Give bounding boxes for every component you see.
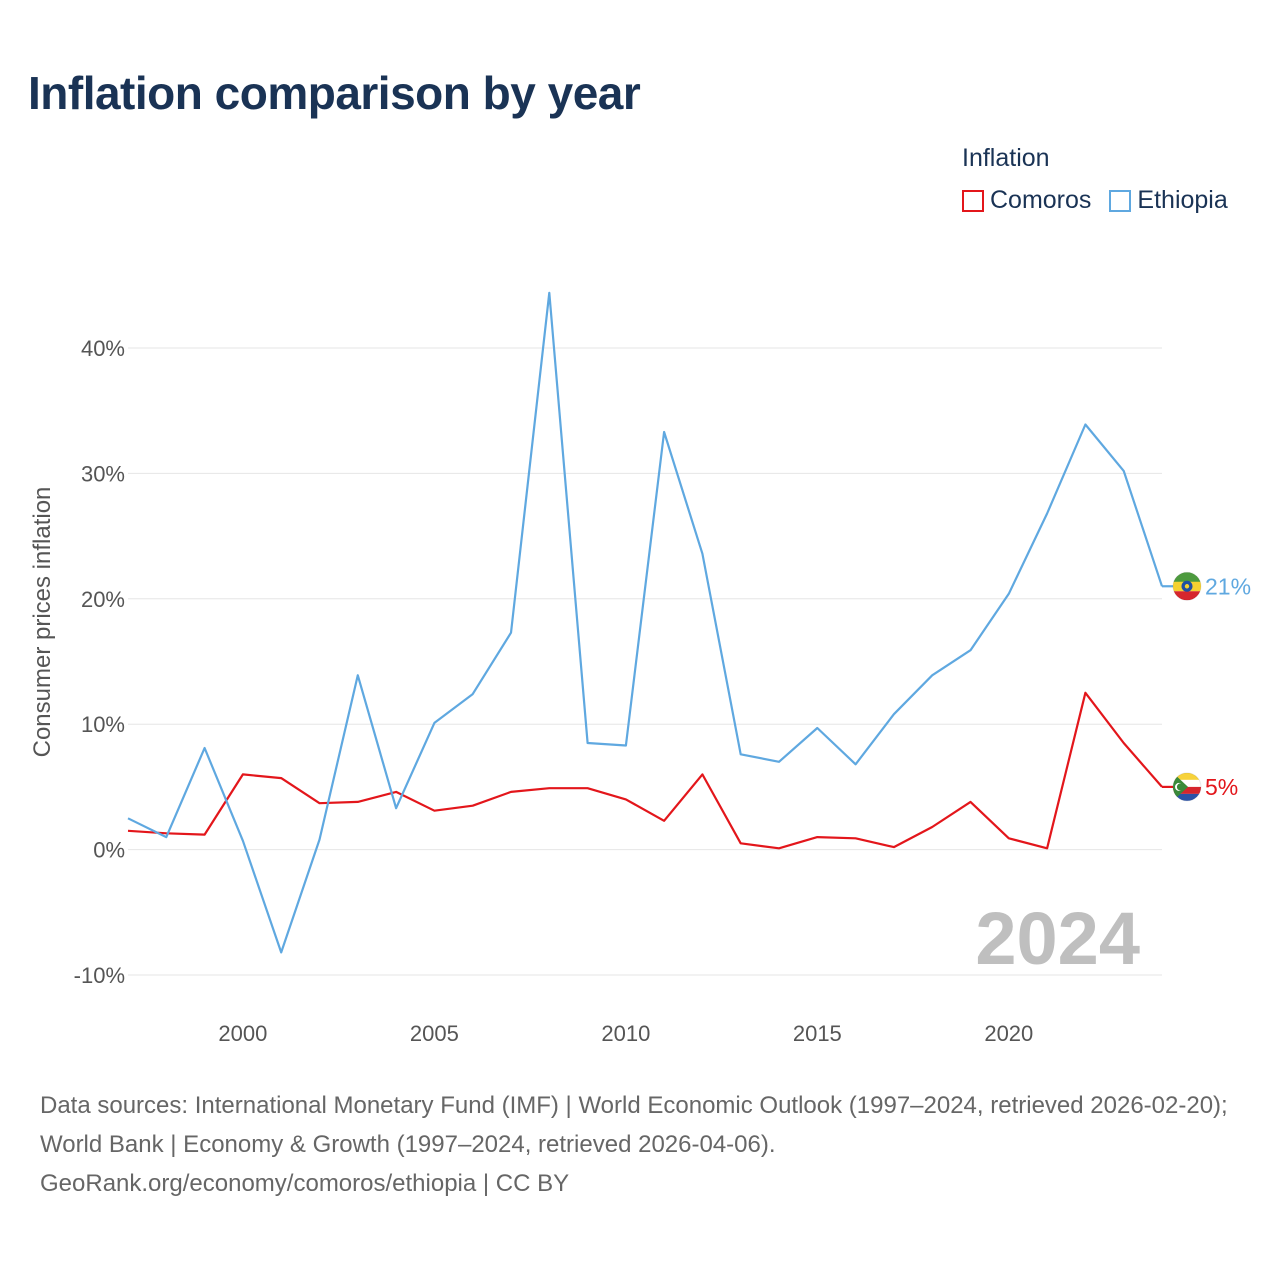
series-line-comoros <box>127 691 1163 850</box>
y-tick-label: 10% <box>81 712 125 737</box>
legend-item-comoros[interactable]: Comoros <box>962 186 1091 215</box>
x-tick-label: 2005 <box>410 1021 459 1046</box>
source-line-1: Data sources: International Monetary Fun… <box>40 1092 1228 1158</box>
series-lines <box>127 291 1173 954</box>
legend: Comoros Ethiopia <box>962 186 1228 215</box>
y-tick-label: -10% <box>74 963 125 988</box>
legend-swatch-comoros <box>962 189 984 212</box>
legend-item-ethiopia[interactable]: Ethiopia <box>1109 186 1228 215</box>
y-tick-label: 40% <box>81 336 125 361</box>
chart-title: Inflation comparison by year <box>28 67 641 119</box>
x-tick-label: 2000 <box>218 1021 267 1046</box>
x-axis-ticks: 2000 2005 2010 2015 2020 <box>218 1021 1033 1046</box>
end-label-ethiopia: 21% <box>1205 573 1251 599</box>
y-axis-ticks: -10% 0% 10% 20% 30% 40% <box>74 336 125 988</box>
flag-comoros-icon <box>1172 772 1202 802</box>
end-label-comoros: 5% <box>1205 774 1238 800</box>
y-tick-label: 30% <box>81 461 125 486</box>
y-axis-label: Consumer prices inflation <box>29 487 56 758</box>
x-tick-label: 2015 <box>793 1021 842 1046</box>
line-chart: -10%0%10%20%30%40% 2000 2005 2010 2015 2020 … <box>29 291 1251 1046</box>
series-line-ethiopia <box>127 291 1164 954</box>
data-source-note: Data sources: International Monetary Fun… <box>40 1086 1250 1203</box>
source-line-2: GeoRank.org/economy/comoros/ethiopia | C… <box>40 1170 570 1197</box>
legend-label-comoros: Comoros <box>990 186 1092 214</box>
flag-ethiopia-icon <box>1172 571 1202 601</box>
legend-swatch-ethiopia <box>1109 189 1132 212</box>
y-tick-label: 20% <box>81 587 125 612</box>
legend-title: Inflation <box>962 144 1050 172</box>
y-tick-label: 0% <box>93 838 125 863</box>
grid-lines <box>128 347 1162 976</box>
end-markers: 5% 21% <box>1172 571 1251 802</box>
x-tick-label: 2020 <box>984 1021 1033 1046</box>
year-watermark: 2024 <box>975 897 1140 980</box>
x-tick-label: 2010 <box>601 1021 650 1046</box>
legend-label-ethiopia: Ethiopia <box>1137 186 1228 214</box>
